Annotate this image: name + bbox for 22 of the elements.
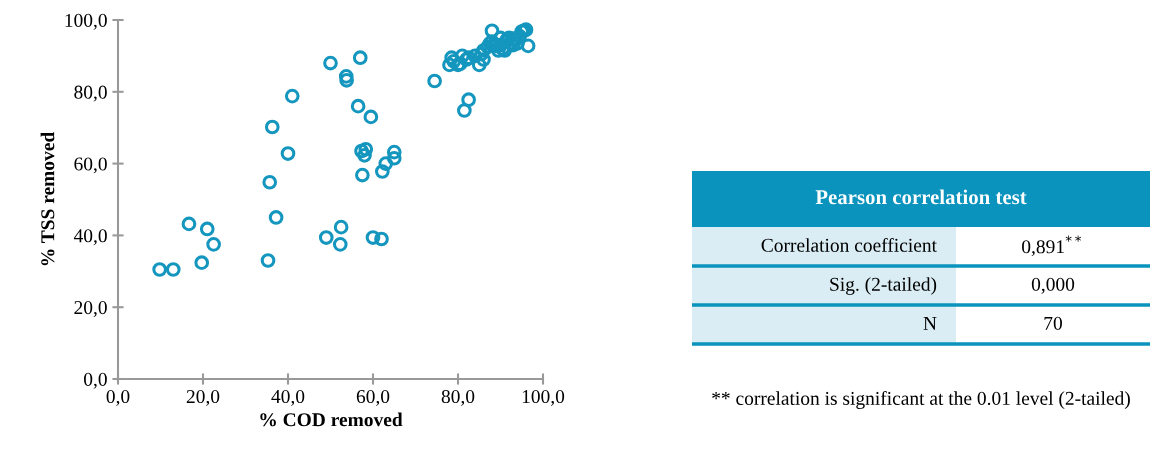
text: 0,000 (1031, 277, 1075, 294)
y-tick-label: 100,0 (65, 13, 107, 30)
text: 70 (1044, 316, 1062, 330)
x-tick-label: 20,0 (186, 389, 220, 406)
y-tick-label: 0,0 (84, 372, 107, 389)
x-tick-label: 40,0 (271, 389, 305, 406)
y-tick-label: 80,0 (74, 85, 107, 102)
text: 0,891$^{**}$ (1022, 235, 1082, 257)
y-axis-title: % TSS removed (40, 132, 55, 266)
x-tick-label: 80,0 (441, 389, 475, 406)
x-axis-title: % COD removed (260, 412, 403, 427)
y-tick-label: 20,0 (74, 301, 107, 317)
y-tick-label: 40,0 (73, 229, 107, 246)
text: Pearson correlation test (815, 189, 1027, 205)
text: Sig. (2-tailed) (830, 277, 937, 295)
text: N (923, 316, 937, 330)
x-tick-label: 100,0 (522, 389, 565, 406)
text: Correlation coefficient (761, 237, 937, 252)
y-tick-label: 60,0 (74, 157, 107, 174)
text: ** correlation is significant at the 0.01 level (2-tailed) (712, 391, 1130, 409)
x-tick-label: 60,0 (356, 389, 390, 406)
x-tick-label: 0,0 (106, 389, 130, 406)
